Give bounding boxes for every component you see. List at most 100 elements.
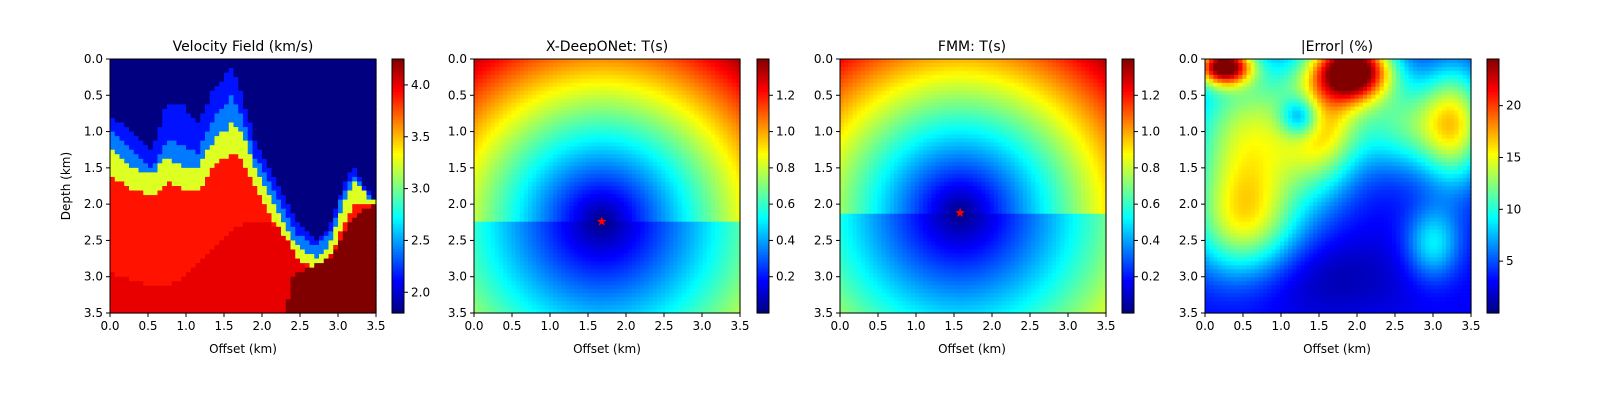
xdeeponet-heatmap-cell [577,66,583,72]
xdeeponet-heatmap-cell [532,126,537,132]
xdeeponet-heatmap-cell [611,102,616,108]
xdeeponet-heatmap-cell [611,86,616,92]
xdeeponet-heatmap-cell [619,102,625,108]
velocity-heatmap-cell [243,231,249,237]
velocity-heatmap-cell [276,113,282,119]
velocity-heatmap-cell [119,72,125,78]
xdeeponet-heatmap-cell [627,78,633,84]
xdeeponet-heatmap-cell [561,138,567,143]
velocity-heatmap [110,59,377,314]
velocity-heatmap-cell [333,72,339,78]
velocity-heatmap-cell [186,99,192,105]
velocity-heatmap-cell [271,222,277,228]
xdeeponet-heatmap-cell [698,154,704,159]
velocity-heatmap-cell [243,263,249,269]
velocity-heatmap-cell [243,90,249,96]
xdeeponet-heatmap-cell [661,154,666,159]
xdeeponet-heatmap-cell [656,74,662,80]
xdeeponet-heatmap-cell [498,150,504,155]
velocity-x-tick-label: 0.0 [100,319,119,333]
velocity-heatmap-cell [152,167,159,173]
velocity-heatmap-cell [276,249,282,255]
velocity-heatmap-cell [129,276,135,282]
velocity-heatmap-cell [276,308,282,314]
velocity-heatmap-cell [190,208,197,214]
velocity-heatmap-cell [238,149,244,155]
velocity-heatmap-cell [300,167,306,173]
velocity-heatmap-cell [342,95,349,101]
velocity-heatmap-cell [357,181,363,187]
xdeeponet-heatmap-cell [528,110,533,116]
xdeeponet-heatmap-cell [656,94,662,100]
velocity-heatmap-cell [314,258,320,264]
velocity-heatmap-cell [276,204,282,210]
xdeeponet-heatmap-cell [532,162,537,167]
xdeeponet-heatmap-cell [490,82,496,88]
xdeeponet-heatmap-cell [644,158,650,163]
velocity-heatmap-cell [110,190,116,196]
velocity-heatmap-cell [162,63,168,69]
velocity-colorbar-segment [392,196,404,200]
velocity-heatmap-cell [290,195,296,201]
velocity-heatmap-cell [300,172,306,178]
velocity-heatmap-cell [328,145,334,151]
velocity-heatmap-cell [319,77,325,83]
velocity-heatmap-cell [209,285,216,291]
velocity-heatmap-cell [176,172,182,178]
velocity-heatmap-cell [171,290,178,296]
velocity-heatmap-cell [366,254,372,260]
velocity-heatmap-cell [295,263,301,269]
velocity-heatmap-cell [143,63,149,69]
velocity-heatmap-cell [119,63,125,69]
xdeeponet-heatmap-cell [698,110,704,116]
velocity-heatmap-cell [209,167,216,173]
xdeeponet-heatmap-cell [715,86,720,92]
velocity-heatmap-cell [200,299,206,305]
xdeeponet-heatmap-cell [532,110,537,116]
xdeeponet-heatmap-cell [569,122,575,128]
velocity-heatmap-cell [371,68,377,74]
velocity-heatmap-cell [152,122,159,128]
xdeeponet-heatmap-cell [706,106,712,112]
velocity-heatmap-cell [247,254,254,260]
velocity-heatmap-cell [157,104,163,110]
velocity-heatmap-cell [176,59,182,65]
velocity-heatmap-cell [347,127,353,133]
velocity-heatmap-cell [347,213,353,219]
velocity-heatmap-cell [233,254,239,260]
velocity-heatmap-cell [181,258,187,264]
velocity-heatmap-cell [247,272,254,278]
velocity-heatmap-cell [110,131,116,137]
xdeeponet-heatmap-cell [619,150,625,155]
velocity-heatmap-cell [195,290,201,296]
velocity-heatmap-cell [285,290,292,296]
velocity-heatmap-cell [124,63,130,69]
velocity-heatmap-cell [243,199,249,205]
velocity-heatmap-cell [309,308,315,314]
velocity-heatmap-cell [304,240,311,246]
velocity-heatmap-cell [138,167,144,173]
velocity-heatmap-cell [238,195,244,201]
velocity-heatmap-cell [371,267,377,273]
xdeeponet-heatmap-cell [474,110,479,116]
xdeeponet-heatmap-cell [673,138,679,143]
velocity-heatmap-cell [285,122,292,128]
velocity-heatmap-cell [304,181,311,187]
velocity-heatmap-cell [366,226,372,232]
xdeeponet-heatmap-cell [561,106,567,112]
velocity-heatmap-cell [209,172,216,178]
velocity-heatmap-cell [361,113,368,119]
xdeeponet-heatmap-cell [478,102,483,108]
xdeeponet-heatmap-cell [598,70,604,76]
velocity-heatmap-cell [266,95,273,101]
xdeeponet-heatmap-cell [557,59,562,64]
xdeeponet-heatmap-cell [582,66,587,72]
velocity-heatmap-cell [233,72,239,78]
velocity-heatmap-cell [314,267,320,273]
velocity-heatmap-cell [171,176,178,183]
xdeeponet-heatmap-cell [723,62,729,68]
velocity-heatmap-cell [271,122,277,128]
velocity-heatmap-cell [252,113,258,119]
velocity-heatmap-cell [271,199,277,205]
velocity-heatmap-cell [133,226,140,232]
